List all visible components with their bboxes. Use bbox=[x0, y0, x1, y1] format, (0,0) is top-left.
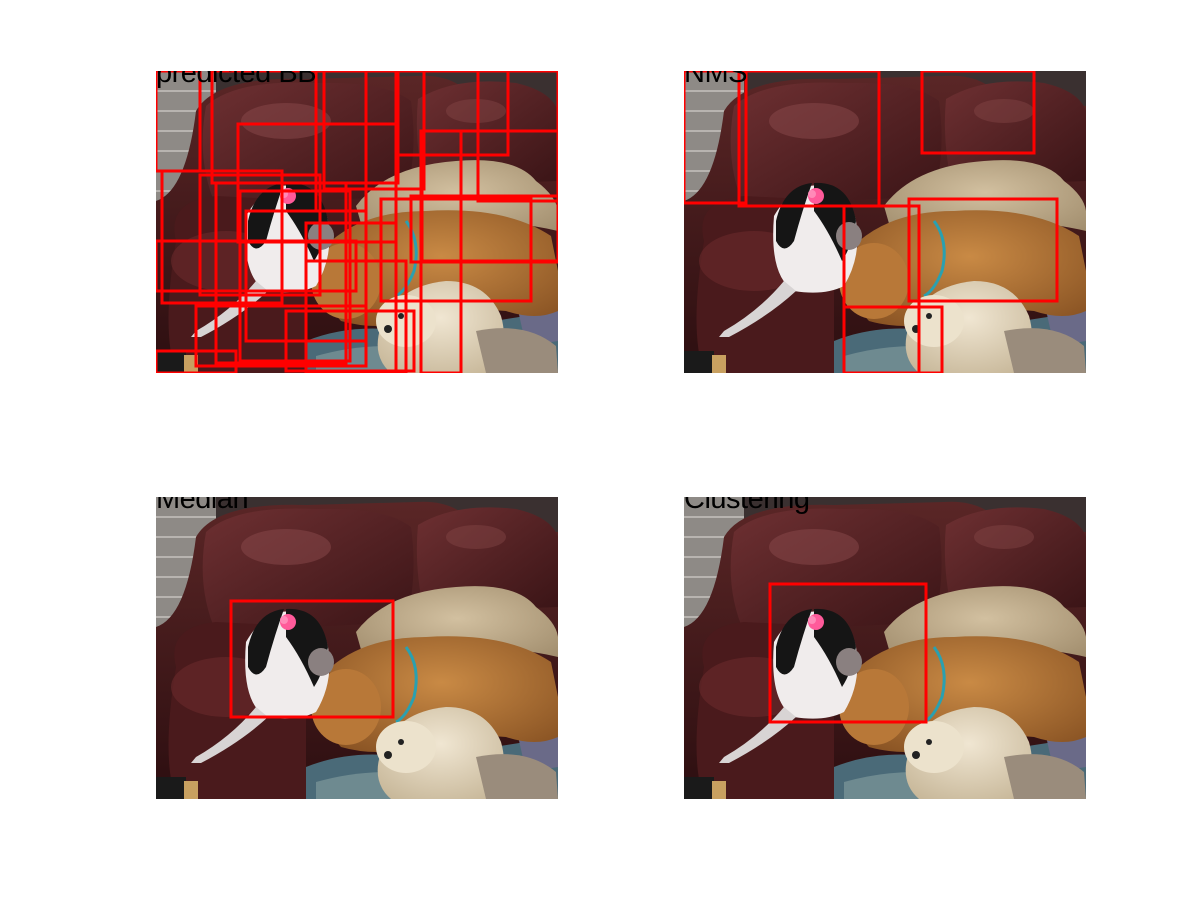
bbox bbox=[198, 173, 322, 297]
predicted-boxes bbox=[156, 71, 558, 373]
bbox bbox=[409, 194, 558, 264]
bbox bbox=[160, 169, 284, 305]
bbox bbox=[476, 71, 558, 203]
bbox bbox=[214, 181, 348, 365]
panel-title: Median bbox=[156, 497, 249, 515]
bbox bbox=[768, 582, 928, 724]
bbox bbox=[394, 71, 510, 157]
panel-title: NMS bbox=[684, 71, 747, 89]
bbox bbox=[842, 204, 921, 373]
bbox bbox=[322, 71, 426, 191]
panel-predicted-bb: predicted BB bbox=[156, 71, 558, 373]
bbox bbox=[684, 71, 748, 205]
bbox bbox=[304, 259, 408, 373]
panel-clustering: Clustering bbox=[684, 497, 1086, 799]
bbox bbox=[156, 239, 358, 293]
bbox bbox=[842, 305, 944, 373]
bbox bbox=[920, 71, 1036, 155]
bbox bbox=[229, 599, 395, 719]
bbox bbox=[284, 309, 416, 373]
bbox bbox=[907, 197, 1059, 303]
panel-title: Clustering bbox=[684, 497, 810, 515]
median-box bbox=[229, 599, 395, 719]
bbox bbox=[379, 197, 533, 303]
bbox bbox=[737, 71, 881, 208]
panel-nms: NMS bbox=[684, 71, 1086, 373]
bbox bbox=[238, 189, 352, 363]
bbox bbox=[419, 129, 463, 373]
panel-median: Median bbox=[156, 497, 558, 799]
bbox bbox=[156, 349, 238, 373]
nms-boxes bbox=[684, 71, 1059, 373]
panel-title: predicted BB bbox=[156, 71, 317, 89]
bbox bbox=[194, 304, 368, 368]
clustering-box bbox=[768, 582, 928, 724]
